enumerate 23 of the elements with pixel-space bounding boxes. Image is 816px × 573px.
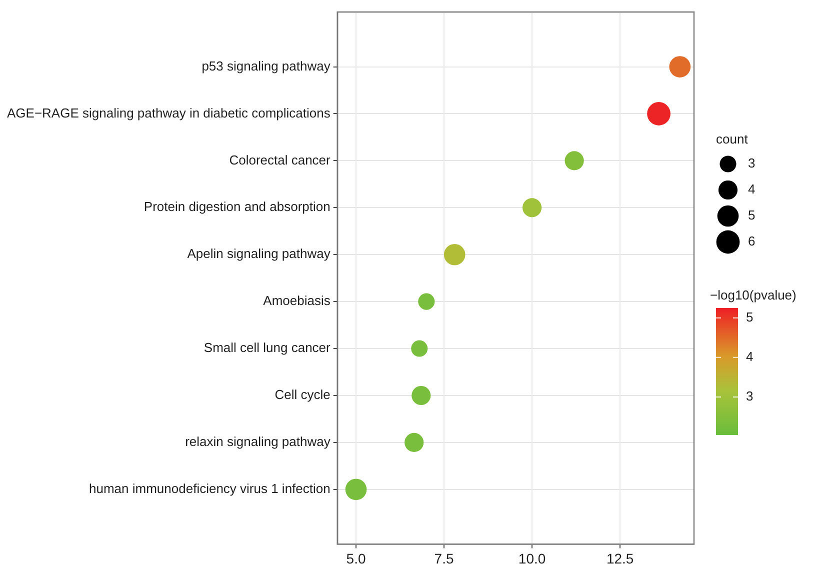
legend-label: 4 [748,182,756,197]
y-tick-label: p53 signaling pathway [202,58,331,74]
legend-label: 5 [748,208,756,223]
color-bar-label: 5 [746,309,754,324]
x-tick-label: 10.0 [518,550,546,566]
y-tick-label: Apelin signaling pathway [187,246,331,262]
y-tick-label: Protein digestion and absorption [144,199,330,214]
legend-label: 3 [748,156,756,171]
legend-title: count [716,132,748,147]
y-tick-label: Colorectal cancer [229,152,332,168]
color-bar-label: 3 [746,388,754,404]
color-bar-label: 4 [746,349,754,364]
x-tick-label: 12.5 [606,550,634,566]
y-tick-label: Cell cycle [274,387,330,402]
legend-label: 6 [748,234,756,249]
y-tick-label: AGE−RAGE signaling pathway in diabetic complications [6,105,331,120]
color-bar-title: −log10(pvalue) [710,288,796,303]
x-tick-label: 7.5 [434,550,454,566]
x-tick-label: 5.0 [346,550,366,566]
y-tick-label: human immunodeficiency virus 1 infection [89,480,330,496]
y-tick-label: relaxin signaling pathway [185,434,331,450]
y-tick-label: Small cell lung cancer [204,340,332,356]
y-tick-label: Amoebiasis [263,293,331,308]
